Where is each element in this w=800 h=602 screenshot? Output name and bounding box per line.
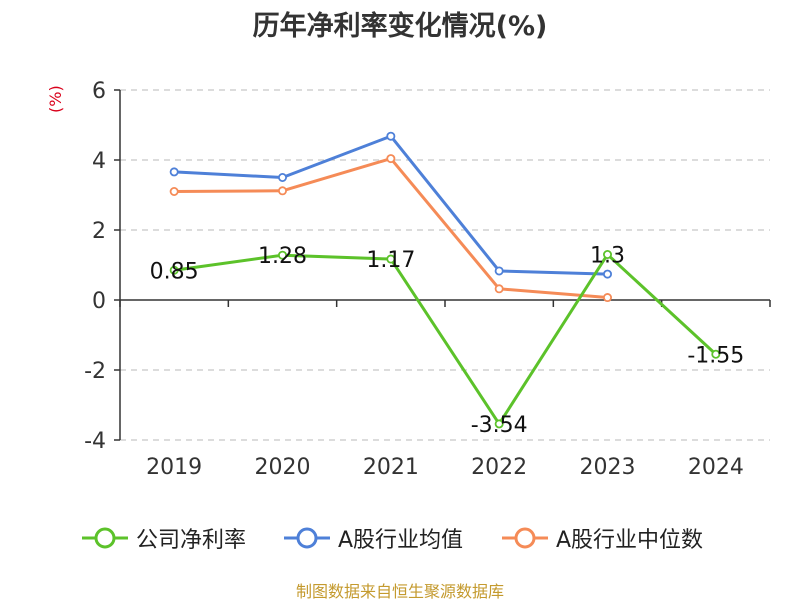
- data-point: [711, 349, 721, 359]
- data-point: [277, 172, 287, 182]
- chart-title: 历年净利率变化情况(%): [252, 11, 548, 42]
- data-label: 1.17: [366, 248, 415, 273]
- x-tick-label: 2022: [471, 455, 527, 480]
- y-tick-label: 6: [92, 79, 106, 104]
- data-label: -3.54: [471, 413, 528, 438]
- data-point: [386, 254, 396, 264]
- data-label: 1.28: [258, 244, 307, 269]
- y-tick-label: -4: [84, 429, 106, 454]
- legend-line-circle-icon: [502, 527, 548, 549]
- x-tick-label: 2024: [688, 455, 744, 480]
- series-line: [174, 157, 608, 300]
- legend: 公司净利率 A股行业均值 A股行业中位数: [0, 520, 800, 556]
- y-tick-label: 2: [92, 219, 106, 244]
- legend-label: 公司净利率: [136, 528, 247, 553]
- data-point: [494, 284, 504, 294]
- data-point: [277, 186, 287, 196]
- data-point: [277, 250, 287, 260]
- legend-item-company[interactable]: 公司净利率: [80, 520, 246, 556]
- data-point: [386, 154, 396, 164]
- y-tick-label: -2: [84, 359, 106, 384]
- x-tick-label: 2020: [255, 455, 311, 480]
- data-point: [169, 186, 179, 196]
- legend-item-industry-median[interactable]: A股行业中位数: [500, 520, 703, 556]
- line-chart: -4 -2 0 2 4 6 2019 2020 2021 2022 2023 2024 0.85 1.28…: [84, 79, 771, 480]
- legend-label: A股行业中位数: [556, 528, 704, 553]
- legend-item-industry-average[interactable]: A股行业均值: [282, 520, 463, 556]
- legend-line-circle-icon: [82, 527, 128, 549]
- legend-label: A股行业均值: [338, 528, 464, 553]
- data-point: [169, 167, 179, 177]
- data-point: [494, 419, 504, 429]
- x-tick-label: 2019: [146, 455, 202, 480]
- data-label: 0.85: [150, 259, 199, 284]
- data-label: -1.55: [687, 343, 744, 368]
- y-tick-label: 4: [92, 149, 106, 174]
- data-point: [603, 249, 613, 259]
- x-tick-label: 2023: [580, 455, 636, 480]
- legend-marker: [94, 527, 116, 549]
- data-source-note: 制图数据来自恒生聚源数据库: [295, 582, 504, 601]
- legend-marker: [514, 527, 536, 549]
- data-point: [386, 131, 396, 141]
- x-tick-label: 2021: [363, 455, 419, 480]
- legend-line-circle-icon: [284, 527, 330, 549]
- data-point: [603, 293, 613, 303]
- legend-marker: [296, 527, 318, 549]
- data-point: [494, 266, 504, 276]
- y-tick-label: 0: [92, 289, 106, 314]
- series-line: [173, 253, 717, 426]
- data-point: [603, 269, 613, 279]
- data-point: [169, 265, 179, 275]
- data-label: 1.3: [590, 244, 625, 269]
